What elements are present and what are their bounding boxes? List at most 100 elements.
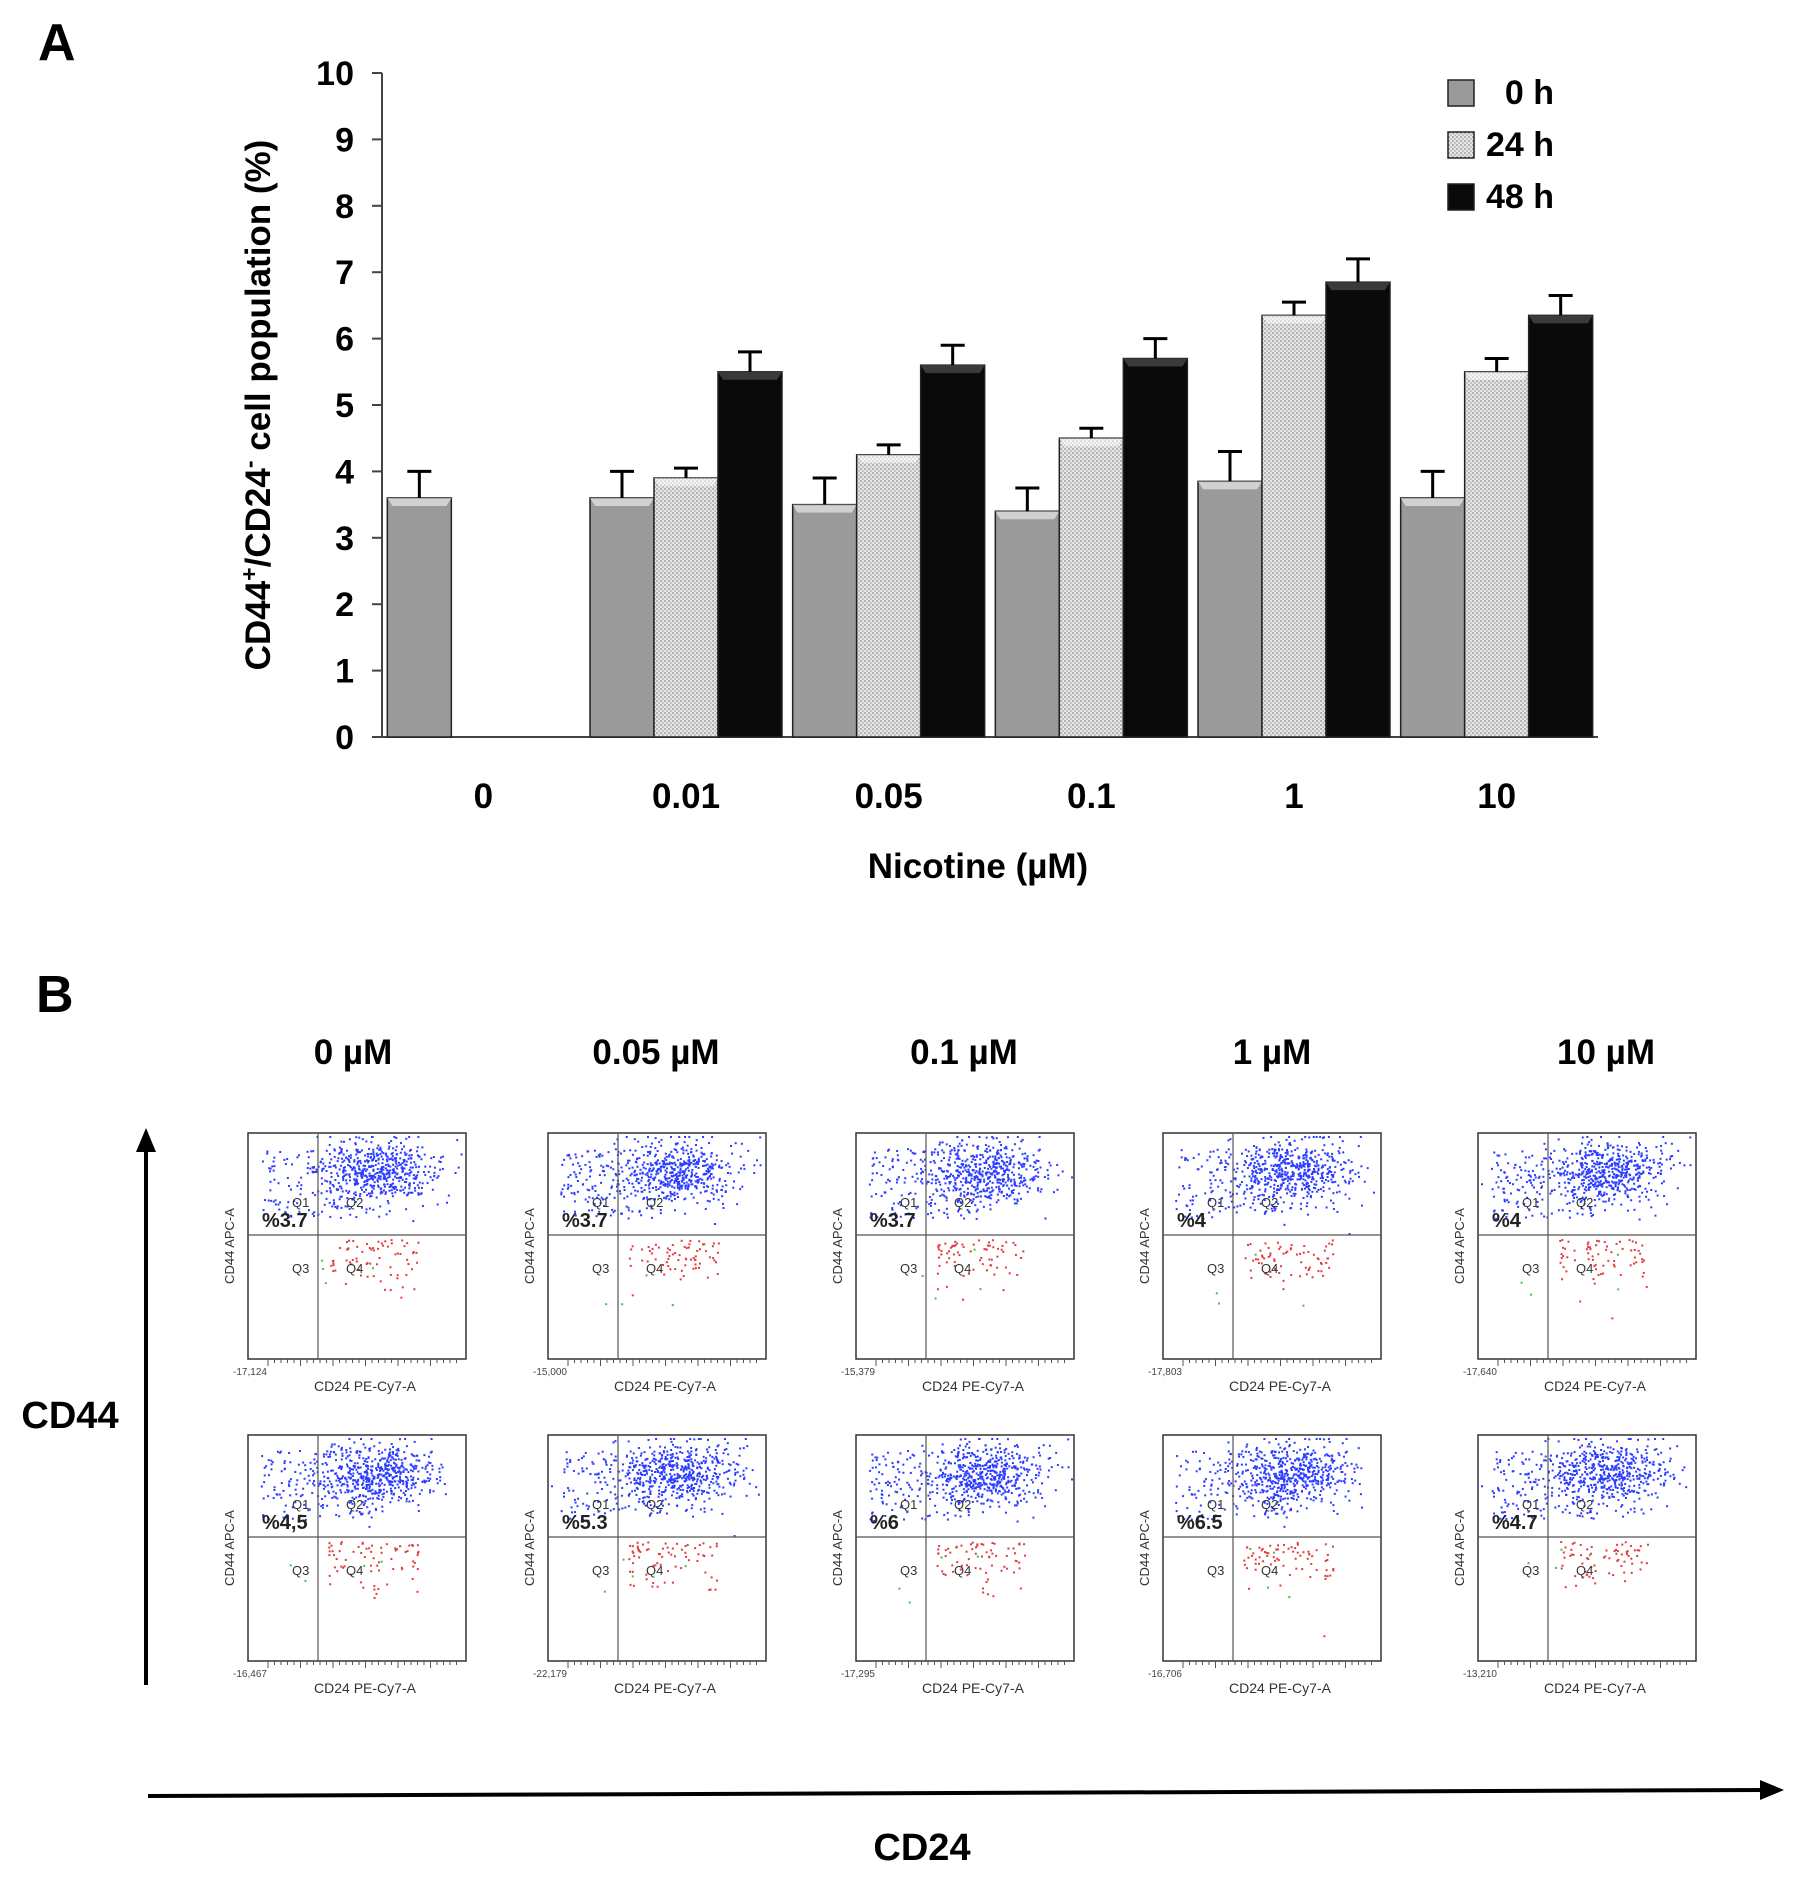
dot (396, 1454, 399, 1457)
dot (717, 1444, 720, 1447)
dot (1343, 1161, 1346, 1164)
dot (332, 1270, 335, 1273)
dot (974, 1171, 977, 1174)
dot (674, 1179, 677, 1182)
dot (1278, 1188, 1281, 1191)
dot (397, 1458, 400, 1461)
dot (1243, 1175, 1246, 1178)
dot (273, 1489, 276, 1492)
cd24-arrow-line (147, 1788, 1769, 1798)
dot (1584, 1196, 1587, 1199)
dot (931, 1216, 934, 1219)
dot (1005, 1147, 1008, 1150)
dot (1617, 1288, 1620, 1291)
dot (588, 1505, 591, 1508)
dot (388, 1175, 391, 1178)
dot (703, 1182, 706, 1185)
dot (930, 1169, 933, 1172)
dot (999, 1178, 1002, 1181)
dot (1553, 1149, 1556, 1152)
dot (978, 1170, 981, 1173)
dot (368, 1449, 371, 1452)
dot (618, 1508, 621, 1511)
dot (406, 1481, 409, 1484)
dot (1517, 1205, 1520, 1208)
dot (430, 1450, 433, 1453)
dot (949, 1152, 952, 1155)
dot (661, 1494, 664, 1497)
dot (895, 1181, 898, 1184)
dot (333, 1149, 336, 1152)
dot (326, 1450, 329, 1453)
dot (1540, 1163, 1543, 1166)
dot (1336, 1210, 1339, 1213)
dot (374, 1507, 377, 1510)
dot (1496, 1161, 1499, 1164)
dot (393, 1136, 396, 1138)
dot (353, 1159, 356, 1162)
dot (1261, 1193, 1264, 1196)
dot (1240, 1152, 1243, 1155)
dot (1290, 1247, 1293, 1250)
dot (929, 1161, 932, 1164)
dot (697, 1157, 700, 1160)
dot (1505, 1215, 1508, 1218)
dot (575, 1156, 578, 1159)
dot (914, 1192, 917, 1195)
dot (1589, 1209, 1592, 1212)
dot (904, 1213, 907, 1216)
dot (388, 1455, 391, 1458)
dot (341, 1452, 344, 1455)
dot (1013, 1163, 1016, 1166)
dot (684, 1136, 687, 1138)
dot (1563, 1181, 1566, 1184)
dot (393, 1157, 396, 1160)
dot (311, 1166, 314, 1169)
dot (392, 1568, 395, 1571)
dot (1286, 1250, 1289, 1253)
dot (598, 1155, 601, 1158)
dot (1302, 1304, 1305, 1307)
dot (357, 1172, 360, 1175)
dot (351, 1259, 354, 1262)
dot (1037, 1187, 1040, 1190)
dot (433, 1171, 436, 1174)
dot (375, 1467, 378, 1470)
dot (704, 1190, 707, 1193)
dot (986, 1187, 989, 1190)
bar (791, 503, 858, 738)
dot (1303, 1173, 1306, 1176)
dot (349, 1469, 352, 1472)
dot (394, 1149, 397, 1152)
dot (1659, 1157, 1662, 1160)
dot (670, 1460, 673, 1463)
dot (692, 1159, 695, 1162)
dot (403, 1159, 406, 1162)
dot (1273, 1209, 1276, 1212)
dot (334, 1269, 337, 1272)
dot (356, 1163, 359, 1166)
dot (1305, 1148, 1308, 1151)
dot (926, 1180, 929, 1183)
dot (573, 1210, 576, 1213)
dot (1591, 1255, 1594, 1258)
dot (688, 1456, 691, 1459)
dot (709, 1480, 712, 1483)
dot (375, 1263, 378, 1266)
dot (395, 1162, 398, 1165)
dot (1321, 1171, 1324, 1174)
dot (341, 1454, 344, 1457)
dot (991, 1181, 994, 1184)
dot (1639, 1252, 1642, 1255)
dot (1372, 1191, 1375, 1194)
dot (360, 1581, 363, 1584)
dot (334, 1178, 337, 1181)
dot (1638, 1195, 1641, 1198)
bar (1122, 357, 1189, 738)
dot (379, 1468, 382, 1471)
dot (322, 1453, 325, 1456)
dot (650, 1207, 653, 1210)
dot (673, 1209, 676, 1212)
